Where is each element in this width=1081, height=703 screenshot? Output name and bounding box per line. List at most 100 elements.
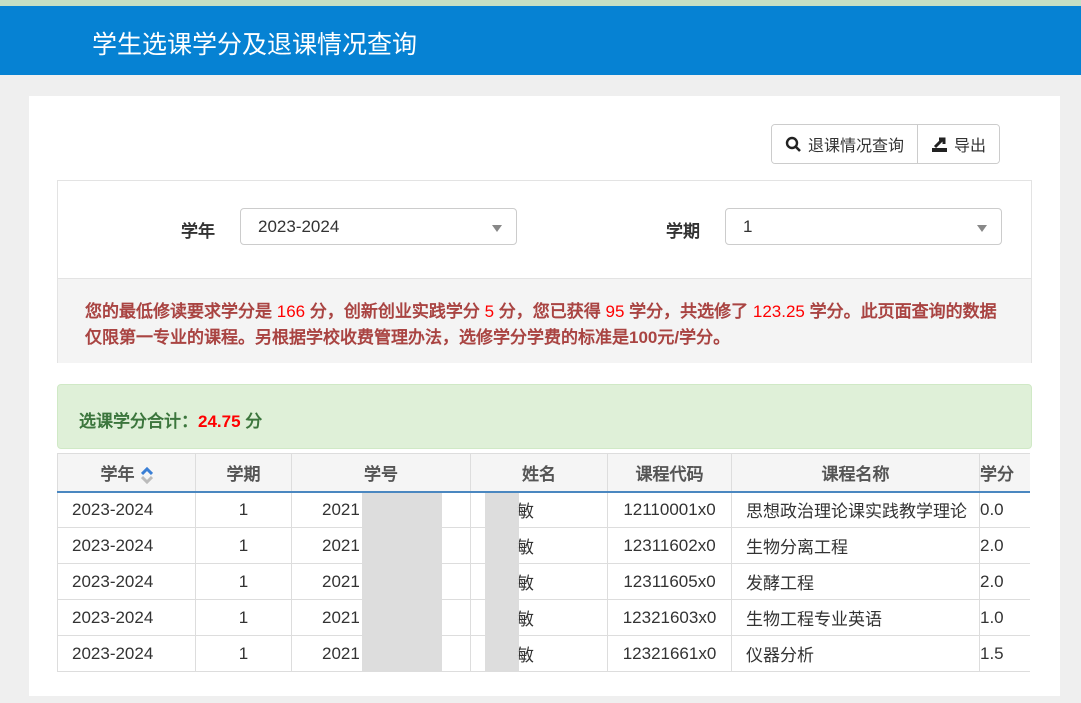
cell-text: 敏 xyxy=(517,502,534,522)
top-strip xyxy=(0,0,1081,6)
cell-text: 2021 xyxy=(322,607,360,627)
innovation-credits: 5 xyxy=(484,302,495,321)
withdraw-query-label: 退课情况查询 xyxy=(808,138,905,155)
redaction-mask xyxy=(485,528,519,563)
cell-text: 2021 xyxy=(322,571,360,591)
caret-down-icon xyxy=(492,225,502,232)
cell-name: 敏 xyxy=(470,599,608,636)
cell-year: 2023-2024 xyxy=(57,563,196,600)
cell-text: 1.0 xyxy=(980,607,1004,627)
caret-down-icon xyxy=(977,225,987,232)
search-icon xyxy=(785,136,801,152)
cell-course-name: 仪器分析 xyxy=(731,635,980,672)
toolbar: 退课情况查询 导出 xyxy=(771,124,1001,164)
summary-label: 选课学分合计： xyxy=(79,412,198,431)
cell-text: 1 xyxy=(238,571,249,591)
cell-student-id: 2021 xyxy=(291,599,471,636)
cell-course-code: 12110001x0 xyxy=(607,491,732,528)
cell-text: 2021 xyxy=(322,643,360,663)
page-title: 学生选课学分及退课情况查询 xyxy=(92,31,418,59)
course-table-container: 学年 学期 学号 姓名 课程代码 课程名称 学分 2023-2024 1 2021 敏… xyxy=(57,453,1030,703)
cell-text: 1 xyxy=(238,499,249,519)
cell-text: 2023-2024 xyxy=(72,643,154,663)
table-row[interactable]: 2023-2024 1 2021 敏 12321603x0 生物工程专业英语 1.0 xyxy=(57,599,1030,636)
cell-text: 12311602x0 xyxy=(623,535,716,555)
credit-summary: 选课学分合计：24.75 分 xyxy=(57,384,1032,449)
term-select[interactable]: 1 xyxy=(725,208,1002,245)
cell-credits: 1.5 xyxy=(979,635,1030,672)
column-header-year[interactable]: 学年 xyxy=(57,453,196,493)
cell-term: 1 xyxy=(195,635,292,672)
cell-text: 1.5 xyxy=(980,643,1004,663)
cell-credits: 1.0 xyxy=(979,599,1030,636)
export-button[interactable]: 导出 xyxy=(917,125,1000,163)
redaction-mask xyxy=(362,528,442,563)
column-header-course-name[interactable]: 课程名称 xyxy=(731,453,980,493)
cell-text: 1 xyxy=(238,643,249,663)
cell-name: 敏 xyxy=(470,635,608,672)
cell-term: 1 xyxy=(195,563,292,600)
column-header-term[interactable]: 学期 xyxy=(195,453,292,493)
redaction-mask xyxy=(362,492,442,527)
redaction-mask xyxy=(362,636,442,671)
redaction-mask xyxy=(485,564,519,599)
cell-course-code: 12321661x0 xyxy=(607,635,732,672)
cell-text: 发酵工程 xyxy=(746,574,814,593)
year-label: 学年 xyxy=(181,222,215,241)
cell-student-id: 2021 xyxy=(291,635,471,672)
cell-text: 2021 xyxy=(322,535,360,555)
cell-text: 2023-2024 xyxy=(72,499,154,519)
cell-text: 2021 xyxy=(322,499,360,519)
cell-name: 敏 xyxy=(470,563,608,600)
table-row[interactable]: 2023-2024 1 2021 敏 12321661x0 仪器分析 1.5 xyxy=(57,635,1030,672)
cell-credits: 2.0 xyxy=(979,527,1030,564)
column-header-student-id[interactable]: 学号 xyxy=(291,453,471,493)
withdraw-query-button[interactable]: 退课情况查询 xyxy=(772,125,918,163)
selected-credits: 123.25 xyxy=(752,302,805,321)
cell-text: 仪器分析 xyxy=(746,646,814,665)
cell-text: 2023-2024 xyxy=(72,571,154,591)
notice-text: 学分，共选修了 xyxy=(624,302,753,321)
summary-value: 24.75 xyxy=(198,412,241,431)
table-row[interactable]: 2023-2024 1 2021 敏 12311602x0 生物分离工程 2.0 xyxy=(57,527,1030,564)
notice-text: 您的最低修读要求学分是 xyxy=(85,302,277,321)
cell-text: 1 xyxy=(238,535,249,555)
redaction-mask xyxy=(362,564,442,599)
cell-text: 敏 xyxy=(517,610,534,629)
credit-notice: 您的最低修读要求学分是 166 分，创新创业实践学分 5 分，您已获得 95 学… xyxy=(58,278,1031,363)
column-header-credits[interactable]: 学分 xyxy=(979,453,1030,493)
cell-text: 12321661x0 xyxy=(622,643,717,663)
sort-icon[interactable] xyxy=(140,466,153,485)
cell-year: 2023-2024 xyxy=(57,599,196,636)
cell-course-name: 思想政治理论课实践教学理论 xyxy=(731,491,980,528)
main-panel: 退课情况查询 导出 学年 2023-2024 学期 1 您的最低修读要求学分是 … xyxy=(29,96,1060,696)
summary-unit: 分 xyxy=(240,412,263,431)
year-select[interactable]: 2023-2024 xyxy=(240,208,517,245)
column-header-course-code[interactable]: 课程代码 xyxy=(607,453,732,493)
export-label: 导出 xyxy=(954,138,987,155)
cell-course-name: 发酵工程 xyxy=(731,563,980,600)
header-label: 学年 xyxy=(100,464,135,484)
cell-text: 12110001x0 xyxy=(623,499,716,519)
cell-text: 敏 xyxy=(517,646,534,665)
cell-text: 思想政治理论课实践教学理论 xyxy=(746,502,967,522)
cell-course-code: 12311605x0 xyxy=(607,563,732,600)
redaction-mask xyxy=(485,600,519,635)
notice-text: 分，创新创业实践学分 xyxy=(305,302,485,321)
term-label: 学期 xyxy=(666,222,700,241)
cell-course-name: 生物分离工程 xyxy=(731,527,980,564)
column-header-name[interactable]: 姓名 xyxy=(470,453,608,493)
redaction-mask xyxy=(485,636,519,671)
cell-text: 0.0 xyxy=(980,499,1004,519)
cell-text: 生物分离工程 xyxy=(746,538,848,557)
cell-student-id: 2021 xyxy=(291,491,471,528)
cell-text: 1 xyxy=(238,607,249,627)
table-row[interactable]: 2023-2024 1 2021 敏 12311605x0 发酵工程 2.0 xyxy=(57,563,1030,600)
table-row[interactable]: 2023-2024 1 2021 敏 12110001x0 思想政治理论课实践教学理论 0.… xyxy=(57,491,1030,528)
cell-year: 2023-2024 xyxy=(57,635,196,672)
min-credits: 166 xyxy=(276,302,306,321)
cell-course-code: 12321603x0 xyxy=(607,599,732,636)
cell-name: 敏 xyxy=(470,491,608,528)
course-table: 学年 学期 学号 姓名 课程代码 课程名称 学分 2023-2024 1 2021 敏… xyxy=(57,453,1030,672)
cell-text: 2.0 xyxy=(980,571,1004,591)
